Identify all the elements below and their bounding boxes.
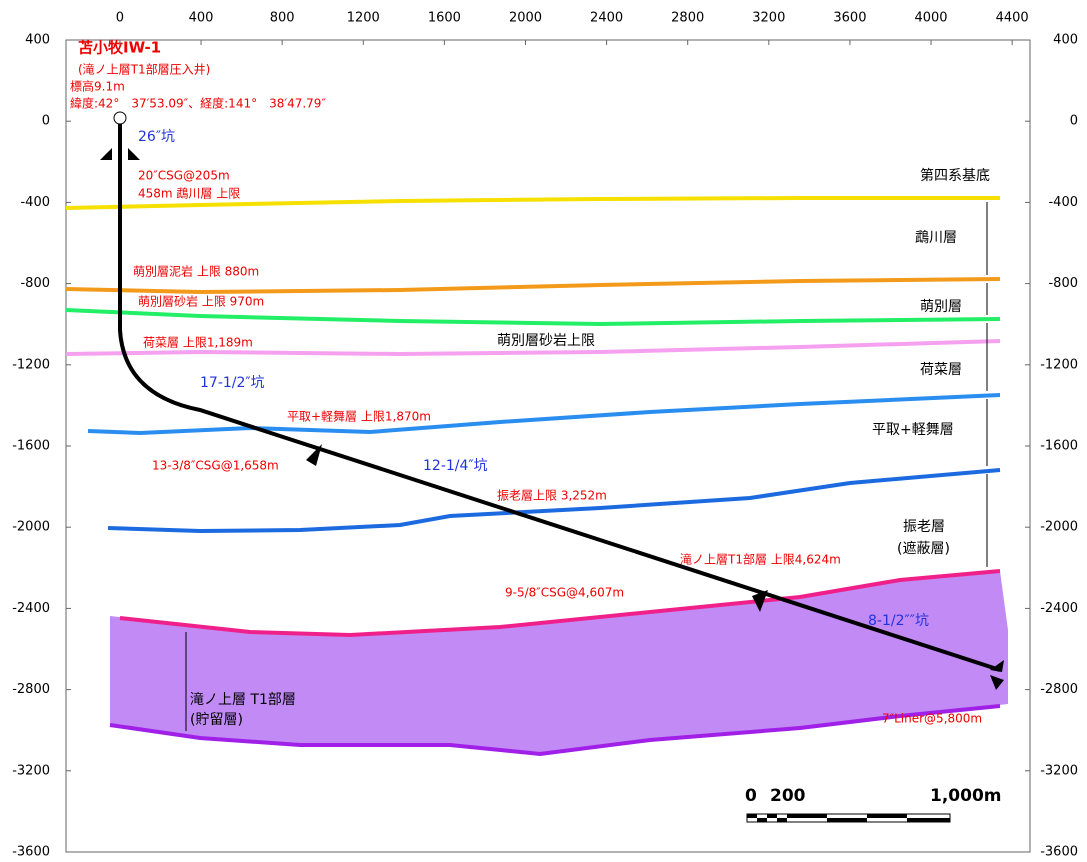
y-tick-label: -2800 (12, 682, 50, 697)
y-tick-label: 400 (25, 33, 50, 48)
x-tick-label: 1600 (428, 11, 461, 26)
x-tick-label: 2400 (590, 11, 623, 26)
label: 標高9.1m (70, 79, 125, 94)
annotation: 9-5/8″CSG@4,607m (505, 586, 624, 600)
annotation: 20″CSG@205m (138, 169, 230, 183)
label: 緯度:42° 37′53.09″、経度:141° 38′47.79″ (70, 96, 326, 111)
x-tick-label: 0 (116, 11, 124, 26)
formation-label: 第四系基底 (920, 167, 990, 184)
y-tick-label: -2000 (1040, 520, 1078, 535)
annotation: 萌別層砂岩 上限 970m (138, 294, 264, 309)
horizon-label: 萌別層砂岩上限 (497, 333, 595, 349)
annotation: 458m 鵡川層 上限 (138, 187, 240, 201)
y-tick-label: -400 (1048, 195, 1078, 210)
y-tick-label: 400 (1053, 33, 1078, 48)
hole-label: 17-1/2″坑 (200, 375, 265, 391)
formation-label: 平取+軽舞層 (872, 422, 954, 438)
formation-label: (貯留層) (190, 712, 243, 728)
y-tick-label: -1200 (12, 357, 50, 372)
y-tick-label: 0 (1070, 114, 1078, 129)
x-tick-label: 800 (270, 11, 295, 26)
y-tick-label: -1600 (12, 439, 50, 454)
horizon (65, 339, 1001, 357)
thickness-arrows (185, 202, 988, 731)
x-tick-label: 2800 (671, 11, 704, 26)
scale-label: 0 (745, 786, 757, 806)
x-tick-label: 3600 (833, 11, 866, 26)
annotation: 13-3/8″CSG@1,658m (152, 459, 279, 473)
formation-label: (遮蔽層) (897, 541, 950, 557)
y-tick-label: -3600 (1040, 845, 1078, 860)
formation-label: 荷菜層 (920, 362, 962, 378)
horizon (109, 704, 1001, 757)
y-tick-label: -3200 (1040, 763, 1078, 778)
formation-label: 振老層 (903, 519, 945, 535)
y-tick-label: 0 (42, 114, 50, 129)
y-tick-label: -1200 (1040, 357, 1078, 372)
x-tick-label: 1200 (347, 11, 380, 26)
reservoir-fill (110, 571, 1008, 754)
y-tick-label: -2400 (1040, 601, 1078, 616)
y-tick-label: -2400 (12, 601, 50, 616)
x-tick-label: 2000 (509, 11, 542, 26)
horizon (87, 393, 1001, 436)
scale-label: 200 (770, 786, 806, 806)
scale-label: 1,000m (930, 786, 1002, 806)
y-tick-label: -1600 (1040, 439, 1078, 454)
well-name: 苫小牧IW-1 (78, 39, 161, 57)
annotation: 荷菜層 上限1,189m (143, 336, 253, 350)
annotation: 萌別層泥岩 上限 880m (133, 264, 259, 279)
hole-label: 26″坑 (138, 129, 175, 145)
horizon (107, 468, 1001, 534)
horizon (119, 569, 1001, 638)
y-tick-label: -2000 (12, 520, 50, 535)
formation-label: 滝ノ上層 T1部層 (190, 692, 296, 708)
horizon (65, 308, 1001, 327)
hole-label: 8-1/2″″坑 (868, 613, 929, 629)
horizon (65, 277, 1001, 295)
formation-label: 鵡川層 (915, 230, 957, 246)
annotation: 滝ノ上層T1部層 上限4,624m (680, 552, 841, 567)
scale-bar (746, 813, 951, 823)
y-tick-label: -800 (20, 276, 50, 291)
x-tick-label: 400 (189, 11, 214, 26)
annotation: 7″Liner@5,800m (882, 712, 982, 726)
annotation: 振老層上限 3,252m (497, 489, 607, 503)
casing-shoes (100, 148, 1004, 690)
annotation: 平取+軽舞層 上限1,870m (287, 410, 431, 424)
y-tick-label: -3600 (12, 845, 50, 860)
y-tick-label: -3200 (12, 763, 50, 778)
y-tick-label: -2800 (1040, 682, 1078, 697)
y-tick-label: -800 (1048, 276, 1078, 291)
label: (滝ノ上層T1部層圧入井) (78, 62, 210, 77)
x-tick-label: 4400 (996, 11, 1029, 26)
well-path (118, 118, 1001, 672)
formation-label: 萌別層 (920, 299, 962, 315)
wellhead (113, 111, 127, 125)
y-tick-label: -400 (20, 195, 50, 210)
x-tick-label: 4000 (914, 11, 947, 26)
hole-label: 12-1/4″坑 (423, 458, 488, 474)
horizon (65, 196, 1000, 210)
x-tick-label: 3200 (752, 11, 785, 26)
